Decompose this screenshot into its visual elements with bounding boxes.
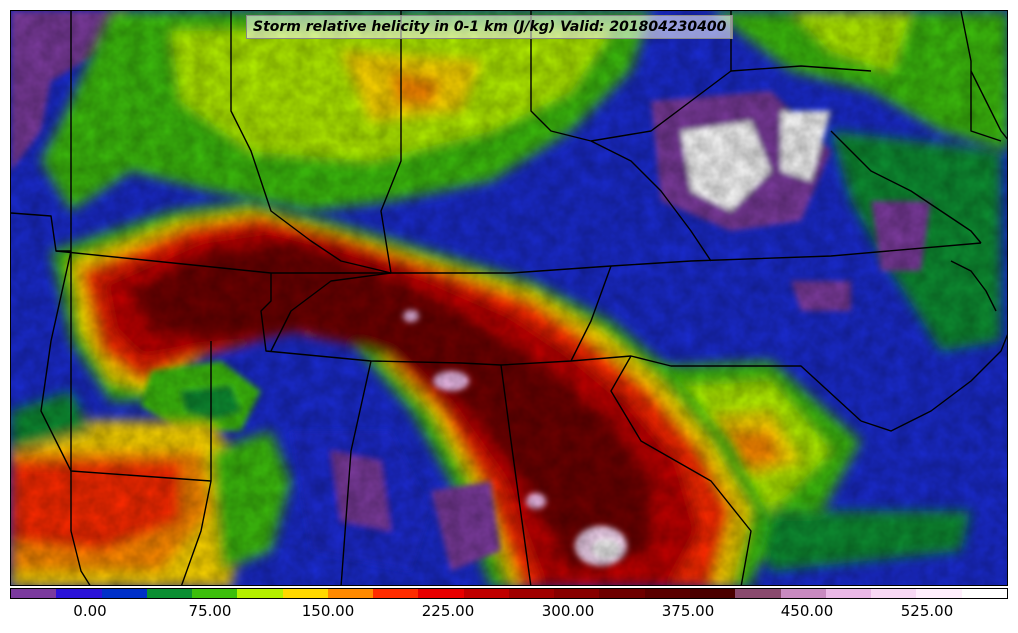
colorbar-segment bbox=[101, 589, 147, 598]
state-boundaries bbox=[11, 11, 1002, 585]
colorbar-segment bbox=[825, 589, 872, 598]
colorbar-segment bbox=[961, 589, 1007, 598]
colorbar-segment bbox=[192, 589, 238, 598]
colorbar-tick-label: 75.00 bbox=[188, 602, 232, 620]
colorbar-segment bbox=[237, 589, 283, 598]
map-title: Storm relative helicity in 0-1 km (J/kg)… bbox=[246, 15, 734, 39]
colorbar-segment bbox=[644, 589, 690, 598]
field-texture bbox=[11, 11, 1007, 585]
colorbar-segment bbox=[508, 589, 555, 598]
colorbar-tick-label: 225.00 bbox=[421, 602, 475, 620]
colorbar-tick-label: 150.00 bbox=[301, 602, 355, 620]
colorbar-segment bbox=[554, 589, 600, 598]
helicity-map bbox=[11, 11, 1007, 585]
colorbar-tick-label: 375.00 bbox=[661, 602, 715, 620]
colorbar-segment bbox=[282, 589, 328, 598]
colorbar-segment bbox=[599, 589, 645, 598]
colorbar-segment bbox=[418, 589, 464, 598]
colorbar-ticks: 0.00 75.00 150.00 225.00 300.00 375.00 450.00 5… bbox=[10, 600, 1008, 624]
colorbar-tick-label: 525.00 bbox=[900, 602, 954, 620]
colorbar-segment bbox=[735, 589, 781, 598]
map-area bbox=[10, 10, 1008, 586]
colorbar-segment bbox=[373, 589, 419, 598]
colorbar-segment bbox=[327, 589, 374, 598]
colorbar-segment bbox=[871, 589, 917, 598]
coastlines bbox=[70, 70, 1007, 585]
colorbar-tick-label: 300.00 bbox=[541, 602, 595, 620]
colorbar-tick-label: 0.00 bbox=[73, 602, 107, 620]
colorbar-segment bbox=[916, 589, 962, 598]
colorbar bbox=[10, 588, 1008, 599]
colorbar-tick-label: 450.00 bbox=[780, 602, 834, 620]
colorbar-segment bbox=[146, 589, 193, 598]
colorbar-segment bbox=[689, 589, 736, 598]
colorbar-segment bbox=[780, 589, 826, 598]
colorbar-segment bbox=[56, 589, 102, 598]
colorbar-segment bbox=[11, 589, 57, 598]
colorbar-segment bbox=[463, 589, 509, 598]
